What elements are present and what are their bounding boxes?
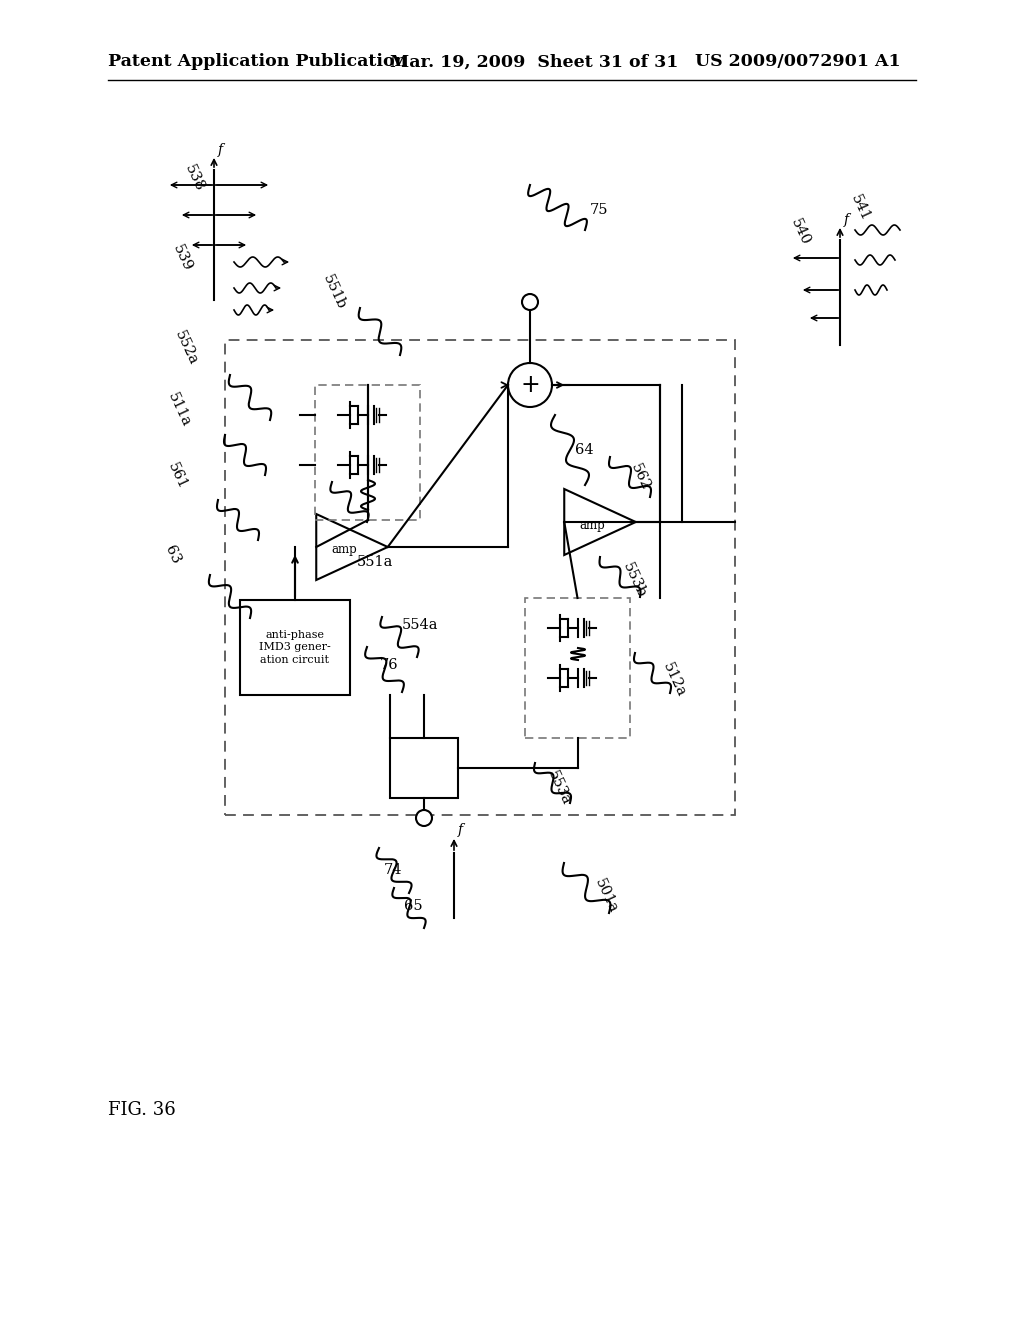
Text: 511a: 511a	[165, 391, 193, 429]
Circle shape	[522, 294, 538, 310]
Bar	[240, 601, 350, 696]
Text: 551a: 551a	[357, 554, 393, 569]
Text: 551b: 551b	[319, 272, 348, 312]
Text: +: +	[520, 374, 540, 397]
Text: 75: 75	[590, 203, 608, 216]
Text: 76: 76	[380, 657, 398, 672]
Text: 562: 562	[628, 462, 652, 492]
Text: 74: 74	[384, 863, 402, 876]
Bar	[390, 738, 458, 799]
Text: 63: 63	[162, 544, 182, 566]
Bar	[225, 341, 735, 814]
Text: US 2009/0072901 A1: US 2009/0072901 A1	[695, 54, 901, 70]
Text: f: f	[458, 822, 463, 837]
Text: 64: 64	[575, 444, 594, 457]
Text: 512a: 512a	[660, 660, 688, 700]
Text: FIG. 36: FIG. 36	[108, 1101, 176, 1119]
Text: 539: 539	[170, 243, 195, 273]
Text: 541: 541	[848, 193, 872, 223]
Text: f: f	[218, 143, 223, 157]
Bar	[525, 598, 630, 738]
Text: f: f	[844, 213, 849, 227]
Text: 553a: 553a	[545, 768, 573, 808]
Text: 501a: 501a	[592, 876, 621, 916]
Text: 554a: 554a	[402, 618, 438, 632]
Bar	[315, 385, 420, 520]
Text: anti-phase
IMD3 gener-
ation circuit: anti-phase IMD3 gener- ation circuit	[259, 630, 331, 665]
Text: 538: 538	[182, 162, 207, 194]
Text: Patent Application Publication: Patent Application Publication	[108, 54, 408, 70]
Text: 561: 561	[165, 461, 189, 491]
Text: amp: amp	[580, 519, 605, 532]
Text: 540: 540	[788, 216, 812, 248]
Text: Mar. 19, 2009  Sheet 31 of 31: Mar. 19, 2009 Sheet 31 of 31	[390, 54, 678, 70]
Text: 552a: 552a	[172, 329, 200, 367]
Text: amp: amp	[331, 544, 357, 557]
Text: 65: 65	[404, 899, 423, 913]
Circle shape	[416, 810, 432, 826]
Text: 553b: 553b	[620, 560, 648, 599]
